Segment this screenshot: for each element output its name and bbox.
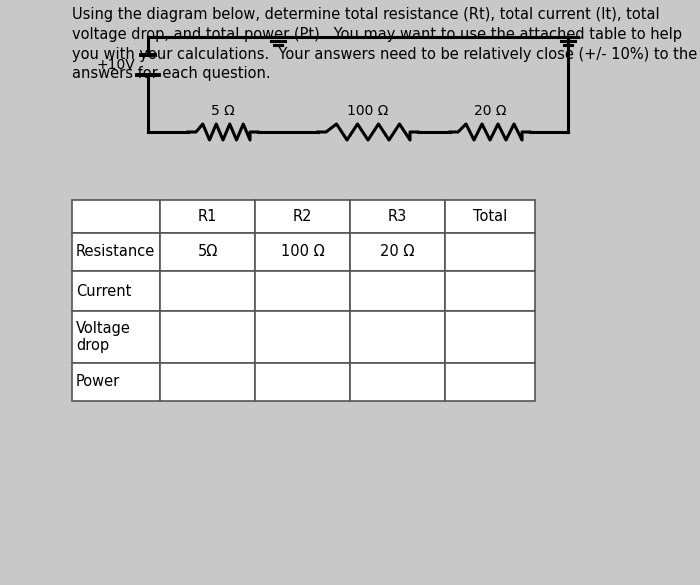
Bar (350, 271, 445, 311)
Bar (350, 233, 445, 271)
Text: Voltage
drop: Voltage drop (76, 321, 131, 353)
Bar (72, 271, 160, 311)
Bar (350, 200, 445, 233)
Text: 5Ω: 5Ω (197, 245, 218, 260)
Text: R1: R1 (198, 209, 217, 224)
Bar (445, 311, 535, 363)
Text: 20 Ω: 20 Ω (474, 104, 506, 118)
Bar (160, 363, 255, 401)
Bar (255, 200, 350, 233)
Text: 5 Ω: 5 Ω (211, 104, 235, 118)
Bar (445, 233, 535, 271)
Bar (445, 271, 535, 311)
Bar (255, 271, 350, 311)
Bar (255, 363, 350, 401)
Bar (72, 363, 160, 401)
Bar (160, 271, 255, 311)
Bar (445, 200, 535, 233)
Text: R3: R3 (388, 209, 407, 224)
Text: Power: Power (76, 374, 120, 390)
Text: R2: R2 (293, 209, 312, 224)
Bar (255, 233, 350, 271)
Bar (160, 233, 255, 271)
Text: 100 Ω: 100 Ω (281, 245, 324, 260)
Bar (255, 311, 350, 363)
Bar (350, 363, 445, 401)
Text: 100 Ω: 100 Ω (347, 104, 388, 118)
Bar (160, 200, 255, 233)
Bar (160, 311, 255, 363)
Text: Total: Total (473, 209, 507, 224)
Text: Resistance: Resistance (76, 245, 155, 260)
Text: 20 Ω: 20 Ω (380, 245, 414, 260)
Text: Using the diagram below, determine total resistance (Rt), total current (It), to: Using the diagram below, determine total… (72, 7, 697, 81)
Bar (72, 233, 160, 271)
Bar (72, 200, 160, 233)
Bar (72, 311, 160, 363)
Text: +10V: +10V (97, 58, 135, 72)
Bar (445, 363, 535, 401)
Text: Current: Current (76, 284, 132, 298)
Bar (350, 311, 445, 363)
